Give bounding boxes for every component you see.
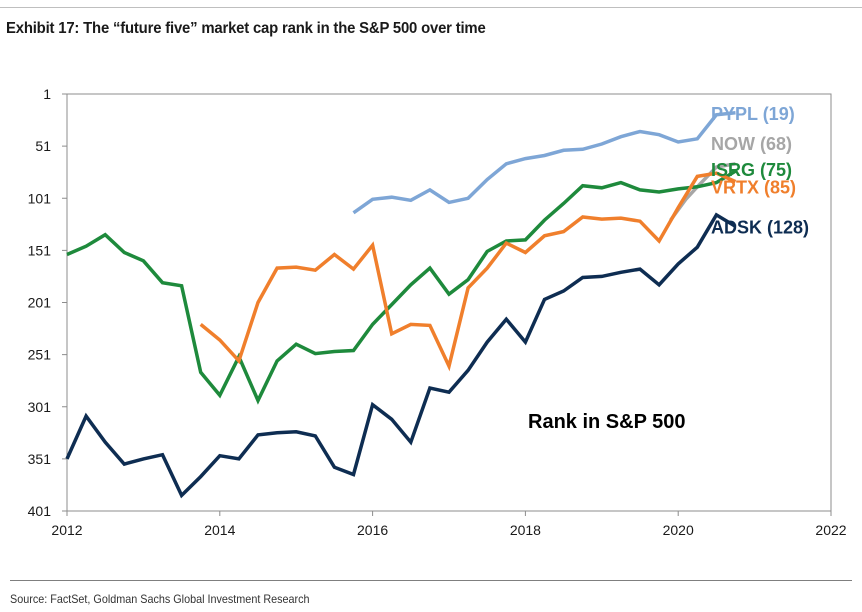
series-label-vrtx: VRTX (85) [711,178,796,198]
y-tick-label: 151 [28,242,52,258]
series-line-adsk [65,212,737,499]
source-rule [10,580,852,581]
y-tick-label: 101 [28,190,52,206]
y-tick-label: 201 [28,295,52,311]
x-axis: 2012 2014 2016 2018 2020 2022 [51,511,847,538]
series-line-pypl [352,111,736,215]
y-tick-label: 1 [43,86,51,102]
top-rule [0,7,862,8]
plot-frame [66,93,832,512]
y-tick-label: 51 [35,138,51,154]
series-line-vrtx [199,171,737,372]
series-labels: PYPL (19) NOW (68) ISRG (75)VRTX (85) ADSK … [711,104,809,238]
y-tick-label: 301 [28,399,52,415]
series-label-adsk: ADSK (128) [711,217,809,237]
x-tick-label: 2014 [204,522,235,538]
x-tick-label: 2018 [510,522,541,538]
series-label-isrg: ISRG (75) [711,160,792,180]
series-line-isrg [66,169,737,405]
x-tick-label: 2012 [51,522,82,538]
series-label-pypl: PYPL (19) [711,104,795,124]
chart-annotation: Rank in S&P 500 [528,411,685,433]
x-tick-label: 2022 [815,522,846,538]
y-tick-label: 401 [28,503,52,519]
y-tick-label: 251 [28,347,52,363]
series-group [65,111,737,499]
series-label-now: NOW (68) [711,134,792,154]
x-tick-label: 2020 [663,522,694,538]
source-note: Source: FactSet, Goldman Sachs Global In… [10,592,310,606]
chart-title: Exhibit 17: The “future five” market cap… [6,20,486,37]
y-tick-label: 351 [28,451,52,467]
x-tick-label: 2016 [357,522,388,538]
